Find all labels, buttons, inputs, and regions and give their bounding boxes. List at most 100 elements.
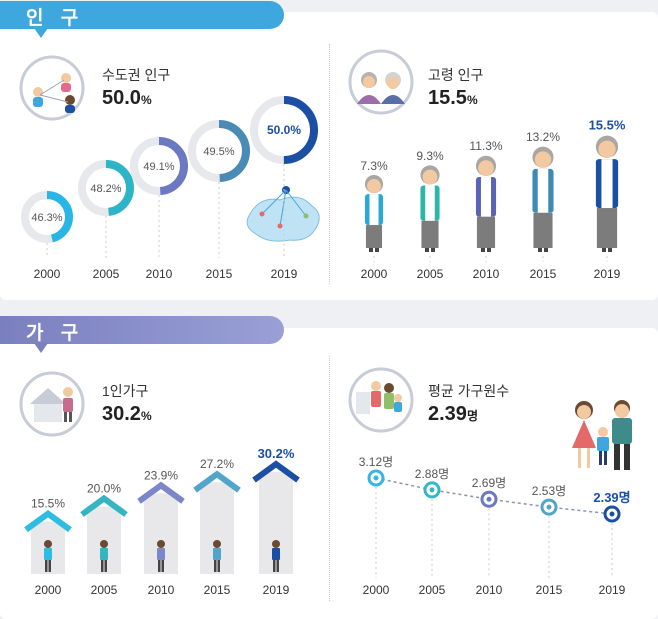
house-person-body bbox=[213, 548, 221, 560]
metro-population-header: 수도권 인구 50.0% bbox=[19, 55, 170, 121]
elderly-figure-2000-face bbox=[366, 179, 382, 194]
x-tick-label: 2000 bbox=[363, 583, 390, 597]
donut-arc-2019 bbox=[250, 96, 318, 164]
house-person-body bbox=[272, 548, 280, 560]
house-person-leg bbox=[217, 560, 220, 572]
section-divider bbox=[329, 356, 330, 601]
household-size-point-core bbox=[429, 487, 435, 493]
elderly-figure-foot bbox=[425, 248, 429, 252]
elderly-figure-2015-shirt bbox=[537, 168, 549, 213]
elderly-figure-2010-shirt bbox=[480, 177, 492, 217]
house-roof-2010 bbox=[137, 481, 185, 504]
x-tick-label: 2005 bbox=[91, 583, 118, 597]
household-size-value-label-2010: 2.69명 bbox=[472, 476, 506, 490]
x-tick-label: 2010 bbox=[146, 267, 173, 281]
house-roof-2015 bbox=[193, 470, 241, 493]
x-tick-label: 2015 bbox=[206, 267, 233, 281]
house-bar-2010 bbox=[144, 493, 178, 574]
metro-population-donut-chart: 46.3% 2000 48.2% 2005 49.1% 2010 49.5% 2015 50.0… bbox=[21, 96, 318, 281]
household-size-value-label-2005: 2.88명 bbox=[415, 467, 449, 481]
elderly-figure-foot bbox=[431, 248, 435, 252]
donut-label-2019: 50.0% bbox=[267, 123, 301, 137]
x-tick-label: 2005 bbox=[93, 267, 120, 281]
single-household-value-label-2000: 15.5% bbox=[31, 497, 65, 511]
house-person-leg bbox=[48, 560, 51, 572]
x-tick-label: 2019 bbox=[599, 583, 626, 597]
house-person-leg bbox=[161, 560, 164, 572]
single-household-value-label-2005: 20.0% bbox=[87, 482, 121, 496]
single-household-bar-chart: 15.5% 2000 20.0% 2005 23.9% 2010 27.2% 2015 30.2… bbox=[24, 446, 300, 597]
x-tick-label: 2000 bbox=[34, 267, 61, 281]
metro-population-headline: 50.0% bbox=[102, 87, 152, 109]
house-person-leg bbox=[158, 560, 161, 572]
x-tick-label: 2019 bbox=[271, 267, 298, 281]
households-section-tab: 가 구 bbox=[0, 316, 284, 353]
household-size-point-core bbox=[609, 511, 615, 517]
elderly-figure-foot bbox=[481, 248, 485, 252]
household-size-point-core bbox=[373, 475, 379, 481]
elderly-figure-foot bbox=[608, 248, 612, 252]
house-person-head bbox=[272, 540, 280, 548]
x-tick-label: 2000 bbox=[361, 267, 388, 281]
household-size-headline: 2.39명 bbox=[428, 403, 478, 425]
house-person-head bbox=[44, 540, 52, 548]
x-tick-label: 2010 bbox=[476, 583, 503, 597]
elderly-population-title: 고령 인구 bbox=[428, 67, 484, 83]
household-size-header: 평균 가구원수 2.39명 bbox=[348, 367, 509, 433]
elderly-figure-2019-face bbox=[598, 140, 616, 158]
metro-population-title: 수도권 인구 bbox=[102, 67, 170, 83]
donut-arc-2015 bbox=[188, 120, 250, 182]
house-person-leg bbox=[45, 560, 48, 572]
house-roof-2019 bbox=[252, 460, 300, 483]
elderly-figure-2005-shirt bbox=[425, 185, 435, 221]
x-tick-label: 2000 bbox=[35, 583, 62, 597]
donut-label-2000: 46.3% bbox=[31, 212, 62, 224]
donut-arc-2005 bbox=[78, 160, 134, 216]
elderly-figure-foot bbox=[544, 248, 548, 252]
elderly-figure-2010-skirt bbox=[476, 216, 496, 248]
house-person-body bbox=[157, 548, 165, 560]
single-household-headline: 30.2% bbox=[102, 403, 152, 425]
house-person-body bbox=[100, 548, 108, 560]
elderly-value-label-2000: 7.3% bbox=[360, 159, 388, 173]
house-person-leg bbox=[276, 560, 279, 572]
section-divider bbox=[329, 44, 330, 284]
elderly-population-header: 고령 인구 15.5% bbox=[348, 49, 484, 115]
elderly-figure-foot bbox=[375, 248, 379, 252]
x-tick-label: 2019 bbox=[594, 267, 621, 281]
x-tick-label: 2010 bbox=[148, 583, 175, 597]
elderly-figure-2005-face bbox=[422, 169, 438, 185]
elderly-figure-2000-shirt bbox=[369, 194, 379, 226]
elderly-figure-2005-skirt bbox=[421, 220, 439, 248]
donut-label-2015: 49.5% bbox=[203, 146, 234, 158]
elderly-figure-2015-face bbox=[534, 151, 552, 168]
single-household-value-label-2015: 27.2% bbox=[200, 457, 234, 471]
x-tick-label: 2005 bbox=[417, 267, 444, 281]
elderly-figure-2015-skirt bbox=[533, 212, 553, 248]
house-person-body bbox=[44, 548, 52, 560]
elderly-figure-foot bbox=[538, 248, 542, 252]
metro-region-map-illustration bbox=[246, 186, 320, 242]
elderly-figure-2000-skirt bbox=[365, 225, 383, 248]
elderly-figure-2019-skirt bbox=[596, 208, 618, 248]
single-household-header: 1인가구 30.2% bbox=[19, 371, 152, 437]
x-tick-label: 2010 bbox=[473, 267, 500, 281]
house-person-leg bbox=[101, 560, 104, 572]
x-tick-label: 2015 bbox=[530, 267, 557, 281]
donut-label-2005: 48.2% bbox=[90, 183, 121, 195]
elderly-value-label-2005: 9.3% bbox=[416, 149, 444, 163]
population-section-tab: 인 구 bbox=[0, 1, 284, 38]
x-tick-label: 2015 bbox=[536, 583, 563, 597]
household-size-value-label-2019: 2.39명 bbox=[593, 490, 630, 505]
elderly-population-pictogram-chart: 7.3% 2000 9.3% 2005 11.3% 2010 13.2% 2015 15.5% 2… bbox=[360, 117, 626, 281]
elderly-population-headline: 15.5% bbox=[428, 87, 478, 109]
house-person-leg bbox=[104, 560, 107, 572]
house-person-head bbox=[213, 540, 221, 548]
household-size-line-chart: 3.12명 2000 2.88명 2005 2.69명 2010 2.53명 2015 2.39… bbox=[359, 455, 631, 597]
household-size-value-label-2000: 3.12명 bbox=[359, 455, 393, 469]
house-bar-2015 bbox=[200, 482, 234, 574]
house-person-leg bbox=[214, 560, 217, 572]
elderly-figure-2010-face bbox=[478, 160, 494, 176]
donut-label-2010: 49.1% bbox=[143, 161, 174, 173]
